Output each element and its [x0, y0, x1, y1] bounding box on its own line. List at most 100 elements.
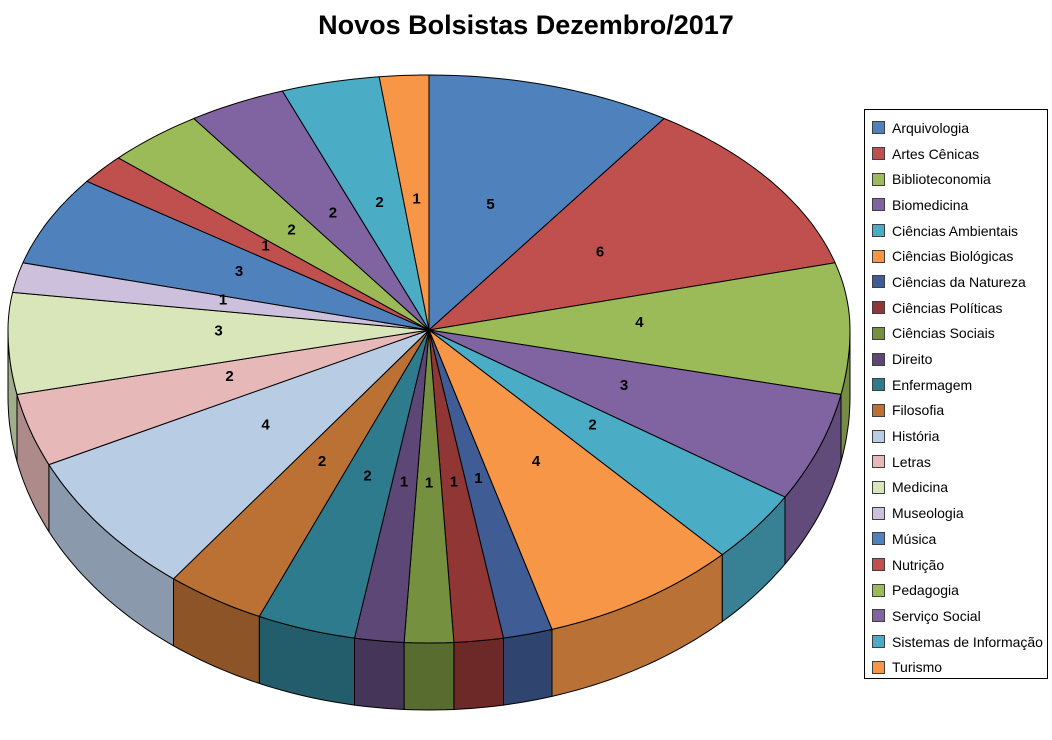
pie-rim-7 [453, 637, 504, 710]
legend-label: Pedagogia [892, 582, 959, 599]
legend-label: Ciências Biológicas [892, 248, 1014, 265]
legend-item-14: Medicina [872, 475, 1047, 501]
slice-value-label: 4 [635, 314, 644, 331]
legend-item-21: Turismo [872, 654, 1047, 680]
pie-slice-11 [173, 329, 430, 617]
pie-slice-10 [258, 329, 430, 639]
legend-item-18: Pedagogia [872, 577, 1047, 603]
legend-swatch [872, 532, 885, 546]
legend-swatch [872, 301, 885, 315]
legend-label: Ciências Sociais [892, 325, 995, 342]
pie-slice-2 [428, 262, 851, 395]
legend-item-16: Música [872, 526, 1047, 552]
legend-swatch [872, 506, 885, 520]
legend-swatch [872, 326, 885, 340]
pie-slice-17 [86, 157, 430, 331]
legend-swatch [872, 378, 885, 392]
legend-swatch [872, 121, 885, 135]
slice-value-label: 2 [318, 453, 326, 470]
slice-value-label: 2 [363, 468, 371, 485]
legend-item-4: Ciências Ambientais [872, 218, 1047, 244]
legend-label: Biomedicina [892, 196, 969, 213]
legend-item-15: Museologia [872, 500, 1047, 526]
slice-value-label: 2 [287, 221, 295, 238]
legend-item-10: Enfermagem [872, 372, 1047, 398]
legend-swatch [872, 635, 885, 649]
slice-value-label: 2 [588, 417, 596, 434]
pie-slice-3 [428, 329, 842, 498]
legend-swatch [872, 660, 885, 674]
legend-label: Filosofia [892, 402, 945, 419]
slice-value-label: 2 [329, 205, 337, 222]
pie-slice-0 [428, 74, 665, 331]
legend-item-12: História [872, 423, 1047, 449]
legend-swatch [872, 583, 885, 597]
legend-item-17: Nutrição [872, 552, 1047, 578]
legend-label: Direito [892, 351, 933, 368]
legend-label: Música [892, 530, 937, 547]
legend-item-13: Letras [872, 449, 1047, 475]
pie-rim-6 [503, 628, 553, 706]
legend-label: Enfermagem [892, 376, 973, 393]
legend-swatch [872, 147, 885, 161]
legend-item-9: Direito [872, 346, 1047, 372]
legend-item-1: Artes Cênicas [872, 141, 1047, 167]
legend-item-7: Ciências Políticas [872, 295, 1047, 321]
legend-item-8: Ciências Sociais [872, 321, 1047, 347]
legend-label: Artes Cênicas [892, 145, 980, 162]
slice-value-label: 3 [620, 377, 628, 394]
slice-value-label: 1 [425, 475, 433, 492]
slice-value-label: 5 [486, 196, 494, 213]
slice-value-label: 1 [450, 473, 458, 490]
legend-item-0: Arquivologia [872, 115, 1047, 141]
legend-swatch [872, 172, 885, 186]
pie-slice-13 [16, 329, 430, 466]
pie-rim-8 [403, 642, 455, 711]
legend-item-20: Sistemas de Informação [872, 629, 1047, 655]
chart-legend: Arquivologia Artes Cênicas Biblioteconomia… [864, 109, 1048, 679]
legend-item-6: Ciências da Natureza [872, 269, 1047, 295]
legend-swatch [872, 275, 885, 289]
legend-item-2: Biblioteconomia [872, 166, 1047, 192]
legend-label: Turismo [892, 659, 943, 676]
pie-slice-1 [428, 118, 836, 331]
legend-label: Museologia [892, 505, 964, 522]
slice-value-label: 1 [261, 238, 269, 255]
legend-item-3: Biomedicina [872, 192, 1047, 218]
pie-slice-19 [193, 90, 430, 331]
slice-value-label: 1 [400, 473, 408, 490]
legend-label: Arquivologia [892, 119, 970, 136]
slice-value-label: 6 [596, 244, 604, 261]
slice-value-label: 1 [474, 470, 482, 487]
legend-label: História [892, 428, 940, 445]
slice-value-label: 2 [225, 368, 233, 385]
legend-swatch [872, 455, 885, 469]
pie-slice-4 [428, 329, 786, 556]
legend-swatch [872, 609, 885, 623]
slice-value-label: 3 [235, 263, 243, 280]
legend-item-19: Serviço Social [872, 603, 1047, 629]
legend-swatch [872, 249, 885, 263]
legend-swatch [872, 480, 885, 494]
pie-slice-6 [428, 329, 553, 639]
pie-rim-9 [354, 637, 405, 710]
legend-label: Sistemas de Informação [892, 633, 1043, 650]
pie-slice-12 [48, 329, 430, 580]
legend-item-5: Ciências Biológicas [872, 243, 1047, 269]
pie-slice-16 [22, 180, 430, 331]
legend-swatch [872, 198, 885, 212]
slice-value-label: 1 [219, 292, 227, 309]
slice-value-label: 2 [375, 194, 383, 211]
pie-slice-20 [281, 76, 430, 331]
legend-label: Letras [892, 453, 931, 470]
slice-value-label: 3 [214, 323, 222, 340]
legend-swatch [872, 558, 885, 572]
pie-slice-7 [428, 329, 504, 643]
legend-label: Ciências Ambientais [892, 222, 1019, 239]
legend-label: Biblioteconomia [892, 171, 991, 188]
legend-swatch [872, 224, 885, 238]
slice-value-label: 4 [532, 453, 541, 470]
legend-label: Ciências Políticas [892, 299, 1003, 316]
